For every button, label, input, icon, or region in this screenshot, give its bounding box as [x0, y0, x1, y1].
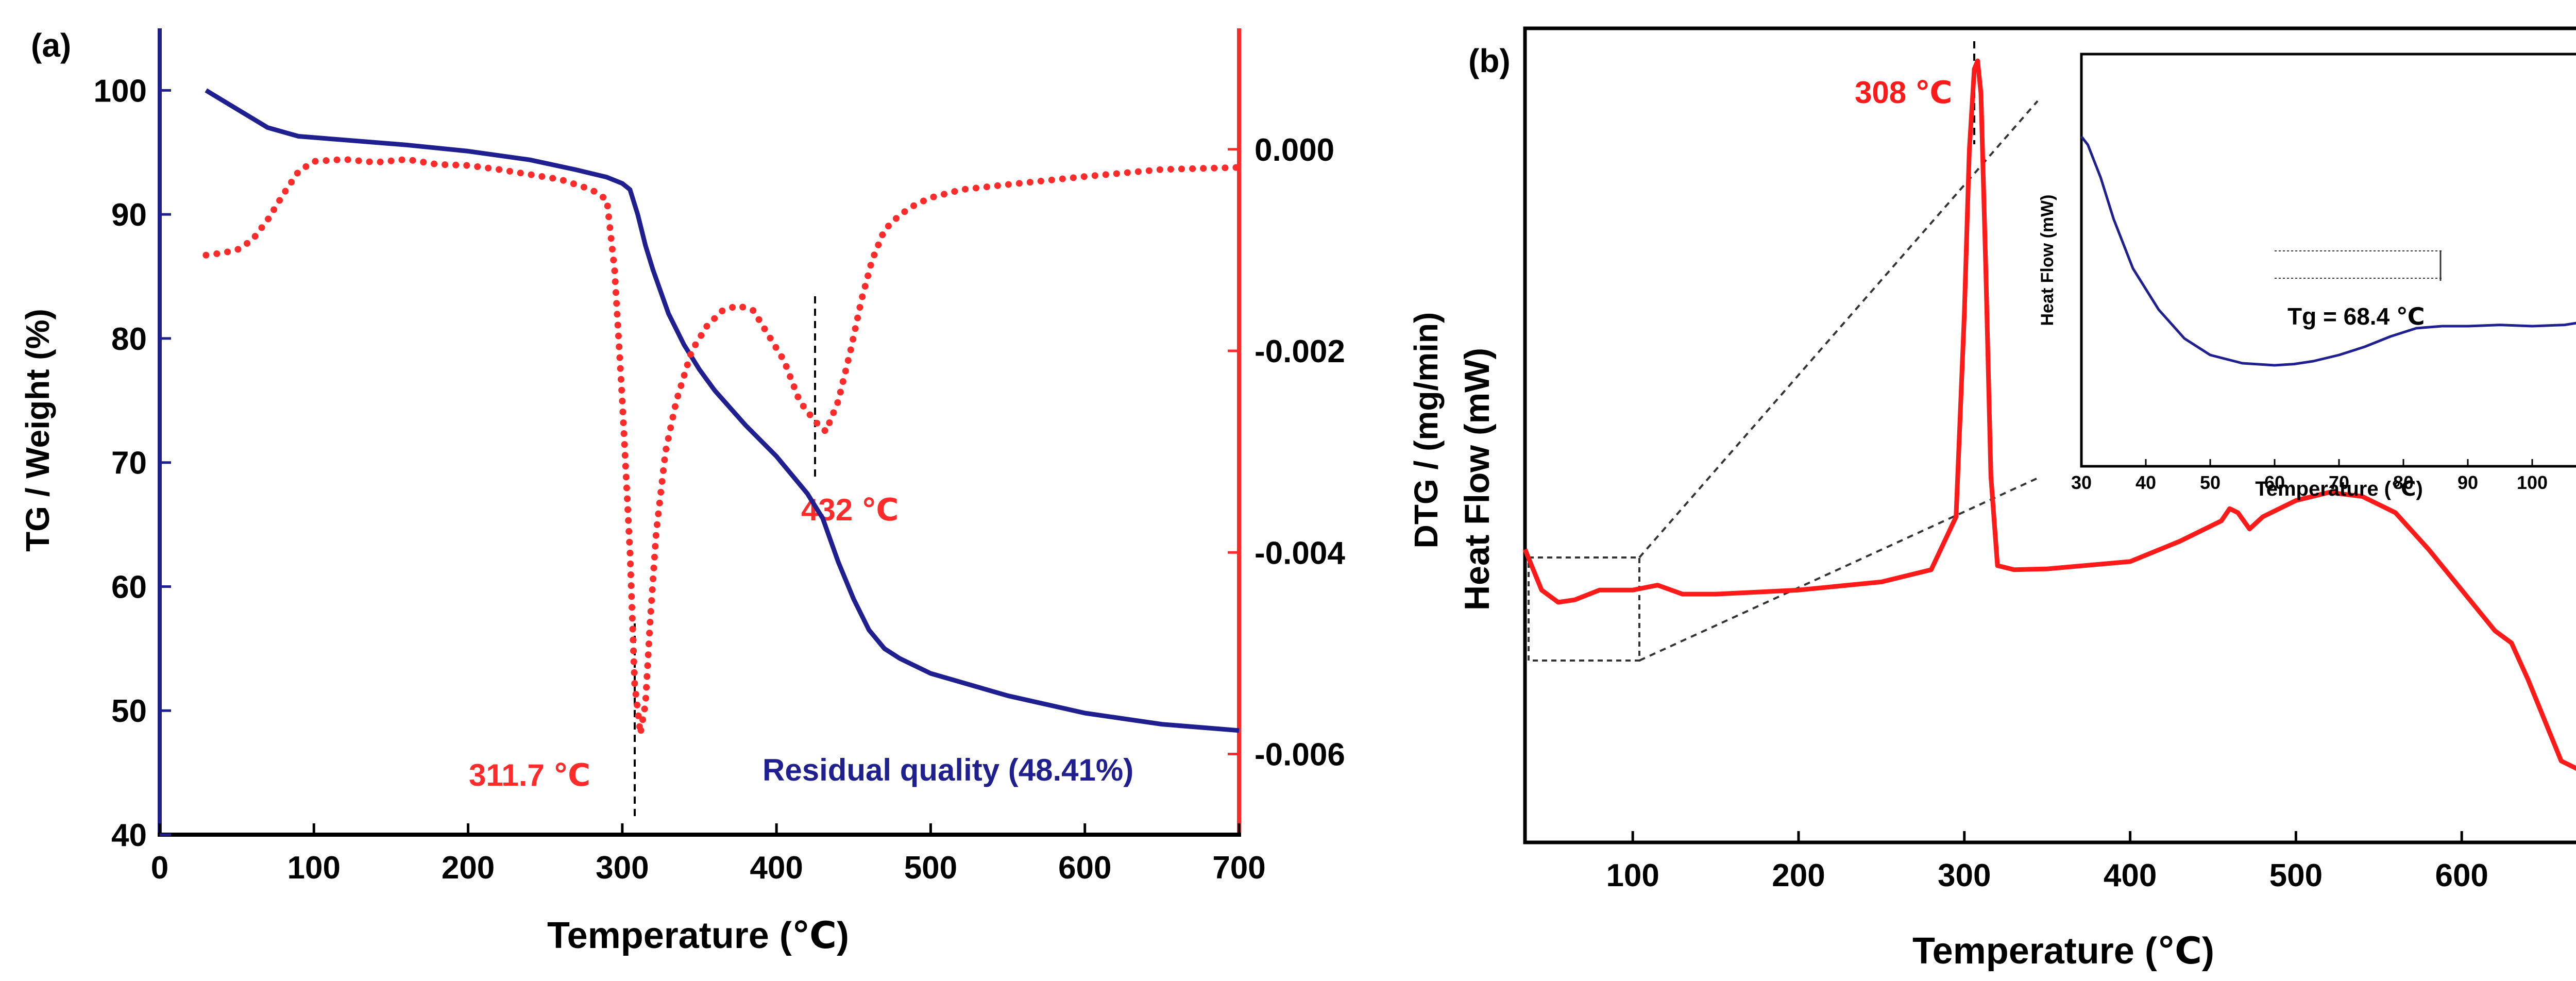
panel-b-x-tick-label: 200 — [1772, 858, 1825, 893]
peak-308-label: 308 ℃ — [1855, 75, 1952, 110]
panel-a-x-tick-label: 600 — [1058, 850, 1111, 886]
panel-b-series — [1522, 58, 2576, 771]
panel-a-x-tick-label: 300 — [596, 850, 649, 886]
panel-a-y2-tick-label: 0.000 — [1255, 132, 1334, 168]
zoom-connector-top — [1638, 100, 2039, 559]
panel-a-y-tick-label: 90 — [111, 197, 147, 233]
panel-a-x-tick-label: 700 — [1212, 850, 1265, 886]
panel-a: (a) TG / Weight (%) DTG / (mg/min) Tempe… — [19, 27, 1445, 956]
panel-a-y-tick-label: 50 — [111, 694, 147, 729]
panel-a-y-tick-label: 60 — [111, 569, 147, 605]
panel-a-series — [202, 88, 1243, 735]
panel-b-x-axis-title: Temperature (℃) — [1912, 931, 2214, 972]
tg-weight-curve — [205, 88, 1240, 733]
panel-b: (b) Heat Flow (mW) Temperature (℃) 308 ℃… — [1458, 26, 2576, 972]
inset: Heat Flow (mW) Temperature (℃) Tg = 68.4… — [2038, 53, 2576, 500]
panel-a-ticks: 0 100 200 300 400 500 600 700 40 50 60 70 80 90 100 -0.… — [94, 73, 1346, 886]
zoom-connector-bottom — [1639, 477, 2038, 662]
panel-b-frame — [1523, 26, 2576, 844]
inset-x-tick-label: 50 — [2200, 472, 2221, 493]
panel-a-y-tick-label: 100 — [94, 73, 147, 109]
panel-a-x-tick-label: 500 — [904, 850, 957, 886]
panel-a-x-axis-title: Temperature (℃) — [547, 915, 849, 956]
panel-a-y-tick-label: 80 — [111, 322, 147, 357]
panel-b-x-tick-label: 400 — [2104, 858, 2157, 893]
zoom-region-box — [1528, 556, 1640, 662]
panel-a-label: (a) — [31, 27, 71, 64]
inset-x-tick-label: 30 — [2071, 472, 2092, 493]
panel-a-x-tick-label: 200 — [442, 850, 495, 886]
panel-a-x-tick-label: 0 — [151, 850, 168, 886]
panel-b-x-tick-label: 500 — [2269, 858, 2323, 893]
inset-x-tick-label: 90 — [2458, 472, 2478, 493]
inset-tg-label: Tg = 68.4 ℃ — [2287, 303, 2425, 330]
inset-heat-flow-curve — [2080, 136, 2576, 367]
inset-series — [2080, 136, 2576, 367]
peak-311-label: 311.7 ℃ — [469, 758, 590, 792]
panel-a-y2-axis-title: DTG / (mg/min) — [1408, 312, 1445, 549]
panel-b-y-axis-title: Heat Flow (mW) — [1458, 348, 1497, 611]
panel-a-x-tick-label: 100 — [287, 850, 341, 886]
panel-b-x-tick-label: 300 — [1938, 858, 1991, 893]
residual-quality-label: Residual quality (48.41%) — [762, 753, 1133, 787]
inset-x-tick-label: 100 — [2517, 472, 2548, 493]
inset-frame — [2080, 53, 2576, 468]
panel-a-y-tick-label: 40 — [111, 818, 147, 853]
panel-b-label: (b) — [1468, 42, 1511, 79]
panel-b-x-tick-label: 100 — [1606, 858, 1659, 893]
inset-x-tick-label: 80 — [2393, 472, 2414, 493]
inset-x-tick-label: 40 — [2136, 472, 2156, 493]
inset-x-axis-title: Temperature (℃) — [2255, 478, 2423, 500]
panel-a-y-axis-title: TG / Weight (%) — [19, 309, 56, 552]
inset-ticks: 30405060708090100110 — [2071, 459, 2548, 493]
inset-x-tick-label: 70 — [2329, 472, 2349, 493]
panel-b-x-tick-label: 600 — [2435, 858, 2488, 893]
dtg-curve — [202, 156, 1243, 735]
panel-a-y2-tick-label: -0.006 — [1255, 737, 1345, 773]
inset-x-tick-label: 60 — [2264, 472, 2285, 493]
panel-a-x-tick-label: 400 — [750, 850, 803, 886]
panel-a-y-tick-label: 70 — [111, 446, 147, 481]
dsc-heat-flow-curve — [1522, 58, 2576, 771]
inset-y-axis-title: Heat Flow (mW) — [2038, 195, 2057, 326]
panel-a-y2-tick-label: -0.004 — [1255, 535, 1345, 571]
panel-a-y2-tick-label: -0.002 — [1255, 334, 1345, 369]
